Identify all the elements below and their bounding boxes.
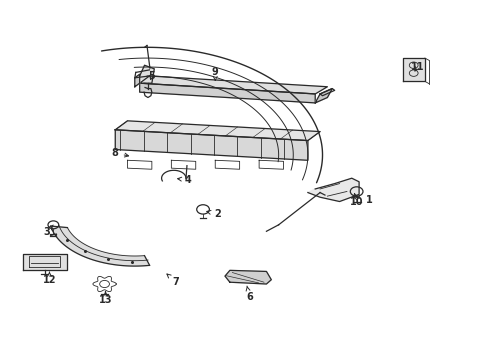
- Polygon shape: [22, 253, 66, 270]
- Polygon shape: [224, 270, 271, 284]
- Text: 2: 2: [206, 209, 221, 219]
- Polygon shape: [140, 83, 315, 103]
- Text: 11: 11: [410, 62, 424, 72]
- Text: 13: 13: [99, 292, 112, 305]
- Text: 4: 4: [177, 175, 191, 185]
- Text: 3: 3: [43, 225, 53, 237]
- Polygon shape: [307, 178, 358, 202]
- Text: 7: 7: [166, 274, 179, 287]
- Polygon shape: [51, 226, 149, 266]
- Text: 1: 1: [352, 195, 371, 205]
- Polygon shape: [140, 65, 154, 83]
- Text: 10: 10: [349, 193, 363, 207]
- Text: 5: 5: [148, 71, 155, 81]
- Polygon shape: [315, 89, 331, 103]
- Text: 8: 8: [112, 148, 128, 158]
- Text: 9: 9: [211, 67, 218, 81]
- Text: 12: 12: [42, 272, 56, 285]
- Polygon shape: [402, 58, 424, 81]
- Polygon shape: [115, 130, 307, 160]
- Polygon shape: [135, 74, 140, 87]
- Text: 6: 6: [245, 286, 252, 302]
- Polygon shape: [115, 121, 320, 140]
- Polygon shape: [140, 76, 327, 94]
